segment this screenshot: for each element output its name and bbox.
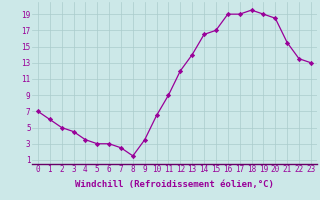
X-axis label: Windchill (Refroidissement éolien,°C): Windchill (Refroidissement éolien,°C) <box>75 180 274 189</box>
